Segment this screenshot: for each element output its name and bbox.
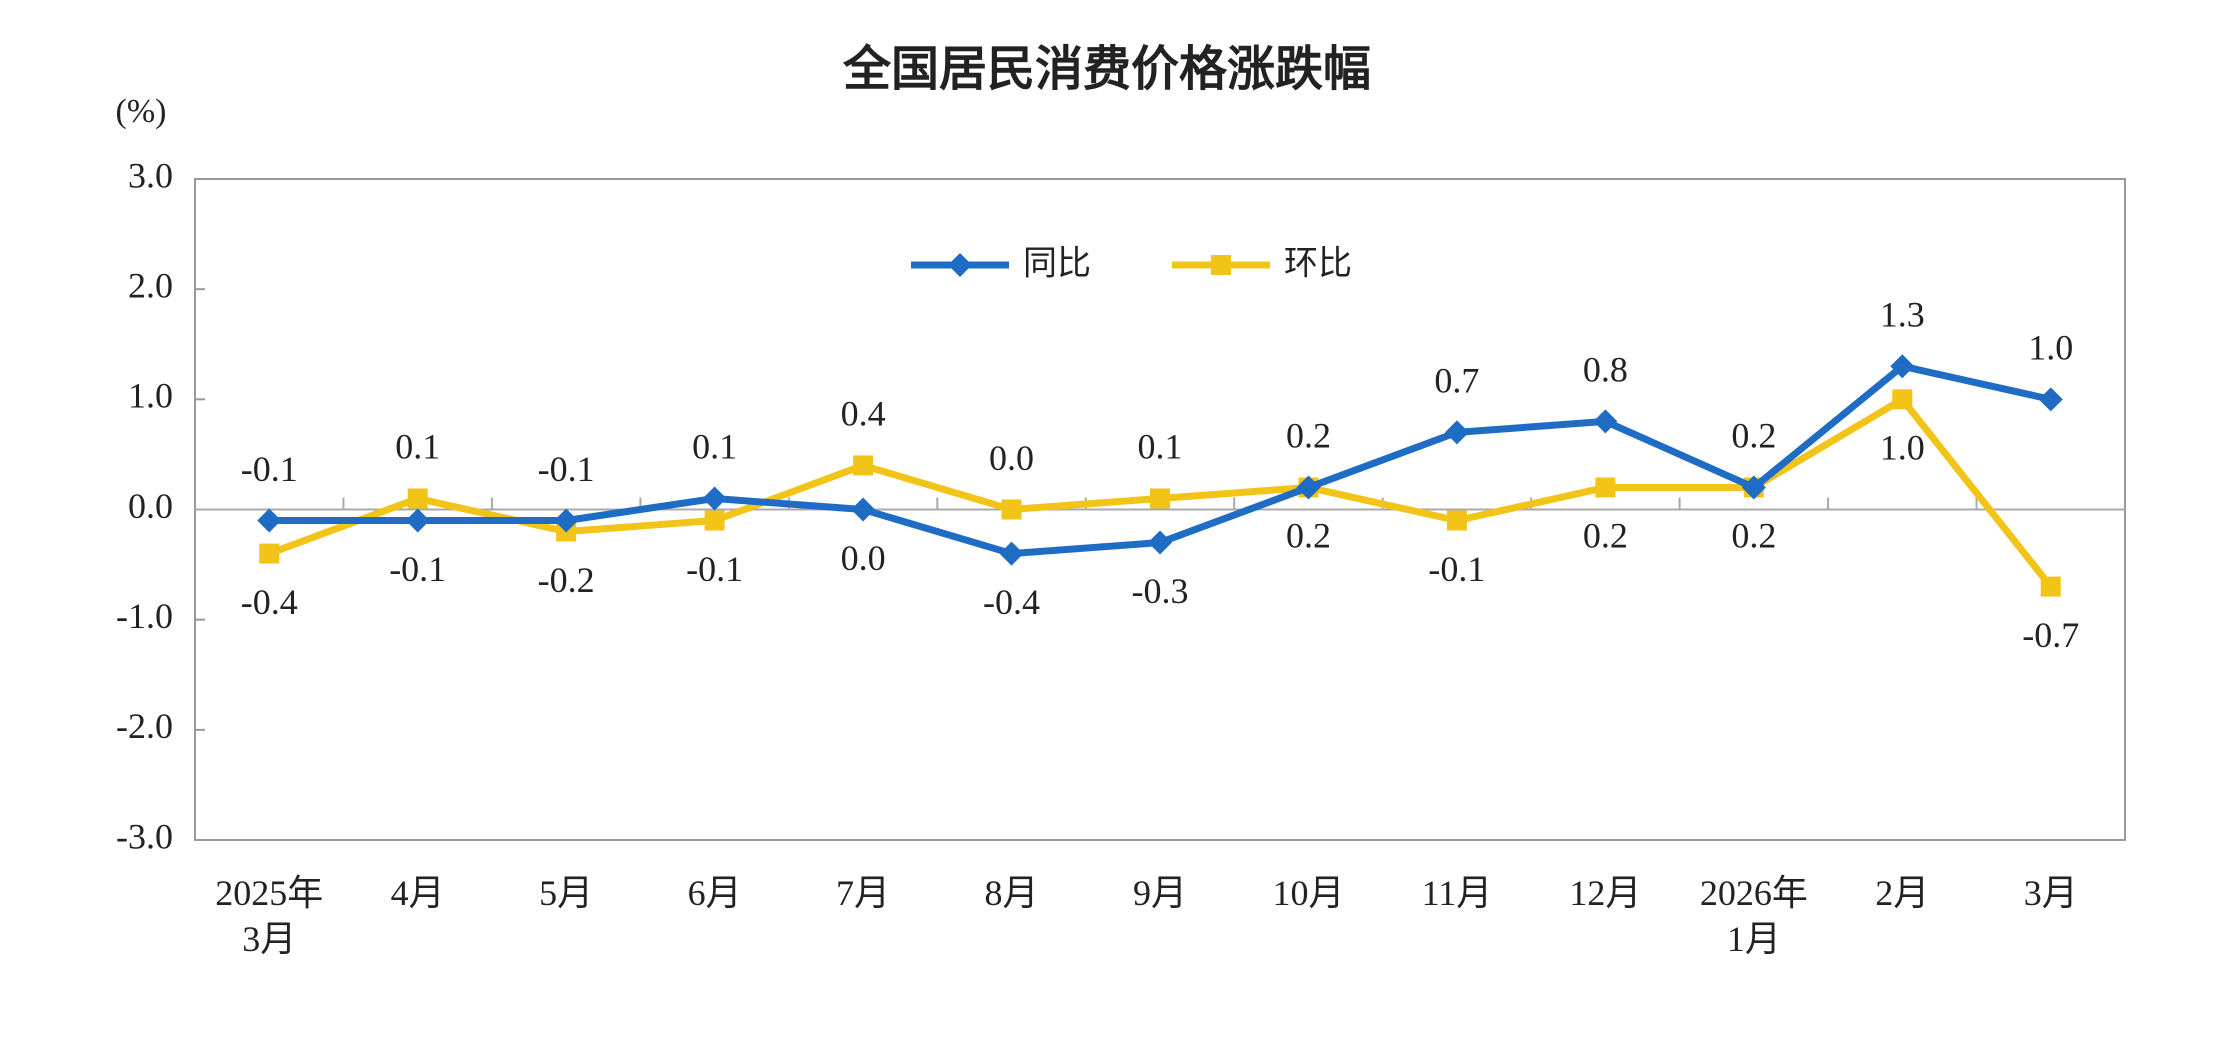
y-tick-label: 1.0 (128, 376, 173, 416)
marker (1296, 475, 1321, 500)
marker (1741, 475, 1766, 500)
y-tick-label: -3.0 (116, 816, 173, 856)
x-tick-label: 4月 (390, 873, 445, 913)
data-label: -0.3 (1132, 571, 1189, 611)
marker (257, 508, 282, 533)
marker (1150, 488, 1170, 509)
data-label: 0.2 (1286, 516, 1331, 556)
data-label: -0.1 (686, 549, 743, 589)
marker (1593, 409, 1618, 434)
x-tick-label: 9月 (1132, 873, 1187, 913)
marker (2040, 576, 2061, 597)
marker (2038, 387, 2063, 412)
y-unit: (%) (116, 93, 167, 130)
x-tick-label: 7月 (836, 873, 891, 913)
marker (259, 543, 280, 564)
marker (554, 508, 579, 533)
data-label: 0.7 (1434, 361, 1479, 401)
x-tick-label: 2025年 3月 (215, 873, 324, 959)
marker (1148, 530, 1172, 555)
marker (1595, 477, 1616, 498)
marker (1892, 389, 1913, 410)
data-label: 1.3 (1880, 295, 1925, 335)
data-label: 0.0 (989, 438, 1034, 478)
marker (405, 508, 430, 533)
data-label: -0.2 (538, 560, 595, 600)
data-label: 0.2 (1286, 416, 1331, 456)
x-tick-label: 6月 (687, 873, 742, 913)
y-tick-label: 2.0 (128, 265, 173, 305)
x-tick-label: 11月 (1421, 873, 1493, 913)
data-label: 0.2 (1731, 416, 1776, 456)
data-label: 0.0 (841, 538, 886, 578)
x-tick-label: 2月 (1875, 873, 1930, 913)
data-label: 0.1 (395, 427, 440, 467)
y-tick-label: -2.0 (116, 706, 173, 746)
y-tick-label: -1.0 (116, 596, 173, 636)
data-label: -0.1 (538, 449, 595, 489)
x-tick-label: 10月 (1272, 873, 1345, 913)
y-tick-label: 3.0 (128, 155, 173, 195)
marker (407, 488, 428, 509)
data-label: -0.7 (2022, 615, 2079, 655)
x-tick-label: 8月 (984, 873, 1039, 913)
marker (948, 253, 972, 277)
marker (853, 455, 874, 476)
legend-label: 同比 (1023, 244, 1091, 284)
data-label: 1.0 (1880, 428, 1925, 468)
marker (851, 497, 876, 522)
marker (1890, 354, 1915, 379)
x-tick-label: 2026年 1月 (1699, 873, 1808, 959)
data-label: 0.8 (1583, 350, 1628, 390)
chart-title: 全国居民消费价格涨跌幅 (842, 41, 1371, 97)
marker (1444, 420, 1469, 445)
legend-label: 环比 (1284, 244, 1352, 284)
data-label: -0.4 (241, 582, 298, 622)
marker (1001, 499, 1022, 520)
data-label: 0.2 (1731, 516, 1776, 556)
data-label: 0.1 (692, 427, 737, 467)
data-label: -0.4 (983, 582, 1040, 622)
data-label: -0.1 (389, 549, 446, 589)
data-label: 0.2 (1583, 516, 1628, 556)
data-label: 0.4 (841, 394, 886, 434)
data-label: -0.1 (241, 449, 298, 489)
x-tick-label: 12月 (1569, 873, 1642, 913)
x-tick-label: 5月 (539, 873, 594, 913)
marker (1446, 510, 1467, 531)
marker (1211, 255, 1231, 275)
x-tick-label: 3月 (2023, 873, 2078, 913)
marker (704, 510, 725, 531)
data-label: -0.1 (1428, 549, 1485, 589)
marker (999, 541, 1024, 566)
data-label: 1.0 (2028, 328, 2073, 368)
y-tick-label: 0.0 (128, 486, 173, 526)
data-label: 0.1 (1138, 427, 1183, 467)
marker (702, 486, 727, 511)
